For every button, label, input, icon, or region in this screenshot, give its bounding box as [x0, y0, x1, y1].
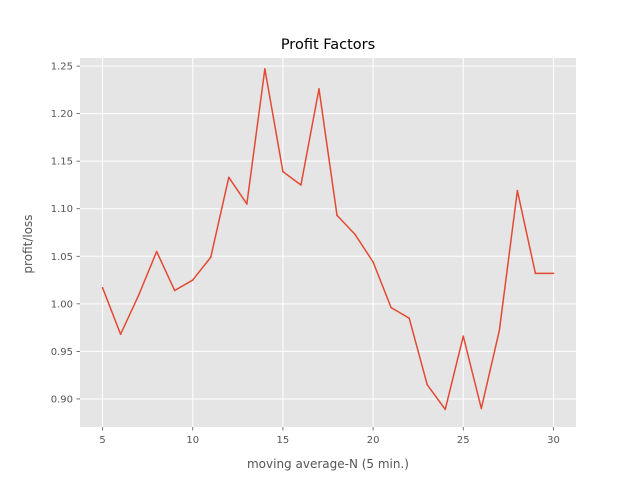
- y-tick-label: 1.25: [51, 62, 73, 73]
- data-point: [119, 333, 122, 336]
- x-tick-label: 25: [457, 435, 470, 446]
- data-point: [300, 184, 302, 186]
- data-point: [534, 272, 537, 275]
- y-tick-label: 1.05: [51, 252, 73, 263]
- x-axis-ticks: 5 10 15 20 25 30: [99, 427, 560, 446]
- data-point: [426, 383, 429, 386]
- x-axis-label: moving average-N (5 min.): [247, 457, 409, 471]
- data-point: [137, 294, 140, 297]
- data-point: [101, 286, 104, 289]
- data-point: [372, 261, 374, 263]
- data-point: [246, 203, 248, 205]
- data-point: [498, 329, 501, 332]
- y-tick-label: 0.95: [51, 347, 73, 358]
- data-point: [480, 407, 483, 410]
- data-point: [228, 176, 230, 179]
- grid: [80, 58, 576, 427]
- plot-area: [80, 58, 576, 427]
- x-tick-label: 30: [547, 435, 560, 446]
- x-tick-label: 10: [186, 435, 199, 446]
- y-tick-label: 1.15: [51, 157, 73, 168]
- x-tick-label: 5: [99, 435, 105, 446]
- y-tick-label: 1.00: [51, 299, 73, 310]
- data-point: [155, 250, 158, 253]
- y-tick-label: 0.90: [51, 394, 73, 405]
- data-point: [318, 88, 320, 90]
- profit-factor-series-line: [101, 68, 554, 411]
- y-axis-label: profit/loss: [21, 214, 35, 273]
- data-point: [173, 289, 176, 292]
- chart-title: Profit Factors: [281, 37, 375, 53]
- data-point: [552, 272, 555, 275]
- series-layer: [101, 68, 555, 411]
- data-point: [516, 189, 519, 192]
- data-point: [408, 317, 410, 319]
- data-point: [354, 233, 356, 236]
- x-tick-label: 20: [367, 435, 380, 446]
- y-axis-ticks: 0.90 0.95 1.00 1.05 1.10 1.15 1.20 1.25: [51, 62, 80, 405]
- data-point: [462, 335, 465, 337]
- data-point: [390, 306, 392, 309]
- data-point: [264, 68, 266, 70]
- data-point: [191, 279, 194, 281]
- y-tick-label: 1.10: [51, 204, 73, 215]
- x-tick-label: 15: [277, 435, 290, 446]
- data-point: [282, 170, 284, 173]
- data-point: [336, 214, 338, 217]
- data-point: [209, 256, 212, 259]
- y-tick-label: 1.20: [51, 109, 73, 120]
- data-point: [444, 408, 447, 411]
